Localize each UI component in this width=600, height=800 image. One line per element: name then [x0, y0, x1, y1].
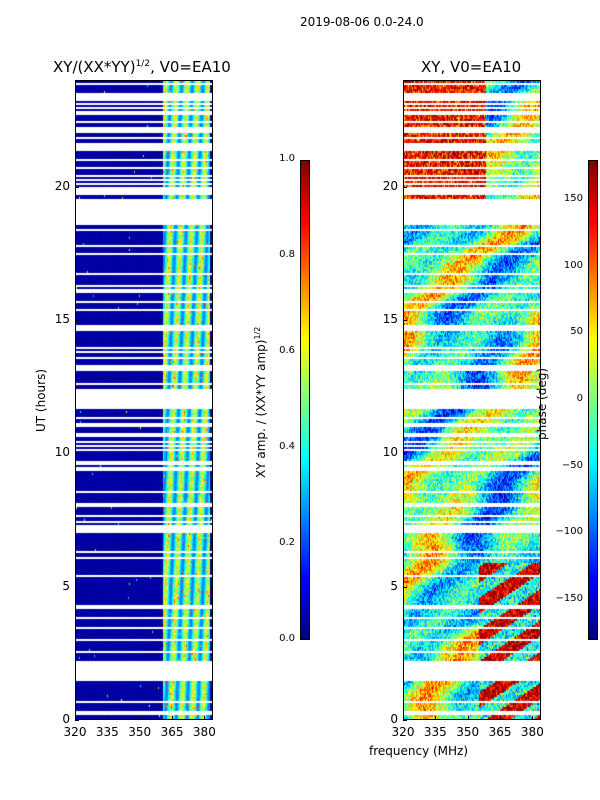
phase-xtick-mark [467, 716, 469, 720]
amp-heatmap-canvas [76, 81, 212, 719]
phase-heatmap-canvas [404, 81, 540, 719]
phase-cb-tick-label: 150 [563, 193, 583, 204]
amp-ytick-label: 10 [54, 445, 70, 460]
amp-ytick-mark [75, 453, 79, 455]
phase-xtick-label: 350 [456, 725, 480, 739]
amp-plot-title: XY/(XX*YY)1/2, V0=EA10 [53, 58, 231, 76]
amp-colorbar-gradient [301, 161, 309, 639]
phase-ytick-mark [403, 453, 407, 455]
amp-xtick-mark [172, 716, 174, 720]
amp-xtick-label: 320 [63, 725, 87, 739]
amp-cb-tick-label: 0.4 [279, 441, 295, 452]
phase-ytick-mark [403, 186, 407, 188]
phase-ytick-mark [403, 586, 407, 588]
amp-colorbar-label: XY amp. / (XX*YY amp)1/2 [253, 327, 268, 478]
phase-cb-tick-label: 50 [570, 326, 583, 338]
phase-heatmap-plot[interactable] [403, 80, 541, 720]
phase-plot-title: XY, V0=EA10 [421, 58, 522, 76]
amp-xtick-mark [75, 716, 76, 720]
phase-xtick-label: 365 [488, 725, 512, 739]
phase-ytick-label: 15 [382, 312, 398, 326]
phase-xtick-label: 320 [391, 725, 415, 739]
amp-ytick-label: 20 [54, 178, 70, 193]
amp-ytick-mark [75, 720, 79, 721]
amp-ytick-label: 15 [54, 312, 70, 326]
phase-colorbar-label: phase (deg) [535, 367, 549, 440]
amp-ytick-mark [75, 586, 79, 588]
amp-xtick-mark [107, 716, 109, 720]
amp-cb-label-main: XY amp. / (XX*YY amp) [254, 339, 268, 478]
amp-ytick-mark [75, 320, 79, 321]
phase-ytick-label: 5 [390, 578, 398, 593]
amp-xtick-mark [139, 716, 141, 720]
phase-colorbar [588, 160, 598, 640]
amp-title-suffix: , V0=EA10 [150, 58, 231, 76]
phase-cb-tick-label: −150 [555, 593, 583, 604]
amp-xtick-label: 380 [192, 725, 216, 739]
phase-ytick-label: 20 [382, 178, 398, 193]
amp-ytick-label: 0 [62, 712, 70, 726]
phase-ytick-label: 0 [390, 712, 398, 726]
phase-cb-tick-label: −100 [555, 526, 583, 538]
amp-xtick-label: 335 [95, 725, 119, 739]
amp-xtick-label: 350 [128, 725, 152, 739]
amp-ytick-label: 5 [62, 578, 70, 593]
amp-cb-tick-label: 0.2 [279, 537, 295, 548]
phase-ytick-label: 10 [382, 445, 398, 460]
phase-xtick-mark [532, 716, 534, 720]
phase-ytick-mark [403, 320, 407, 321]
phase-cb-tick-label: −50 [561, 459, 583, 471]
amp-colorbar [300, 160, 310, 640]
amp-xtick-mark [204, 716, 206, 720]
amp-xtick-label: 365 [160, 725, 184, 739]
phase-xtick-mark [435, 716, 437, 720]
phase-xtick-mark [500, 716, 502, 720]
phase-colorbar-gradient [589, 161, 597, 639]
amp-cb-tick-label: 1.0 [279, 153, 295, 164]
amp-ytick-mark [75, 186, 79, 188]
phase-xtick-label: 380 [520, 725, 544, 739]
amp-title-main: XY/(XX*YY) [53, 58, 136, 76]
amp-cb-tick-label: 0.0 [279, 633, 295, 644]
amp-title-exponent: 1/2 [135, 59, 151, 69]
phase-xtick-label: 335 [423, 725, 447, 739]
figure-suptitle: 2019-08-06 0.0-24.0 [300, 15, 424, 29]
amp-cb-tick-label: 0.8 [279, 249, 295, 260]
phase-cb-tick-label: 100 [563, 259, 583, 271]
phase-xtick-mark [403, 716, 404, 720]
x-axis-label: frequency (MHz) [369, 744, 469, 758]
amp-cb-label-exponent: 1/2 [253, 326, 262, 340]
amp-y-axis-label: UT (hours) [34, 368, 48, 432]
phase-ytick-mark [403, 720, 407, 721]
phase-cb-tick-label: 0 [576, 393, 583, 404]
amp-heatmap-plot[interactable] [75, 80, 213, 720]
amp-cb-tick-label: 0.6 [279, 345, 295, 356]
